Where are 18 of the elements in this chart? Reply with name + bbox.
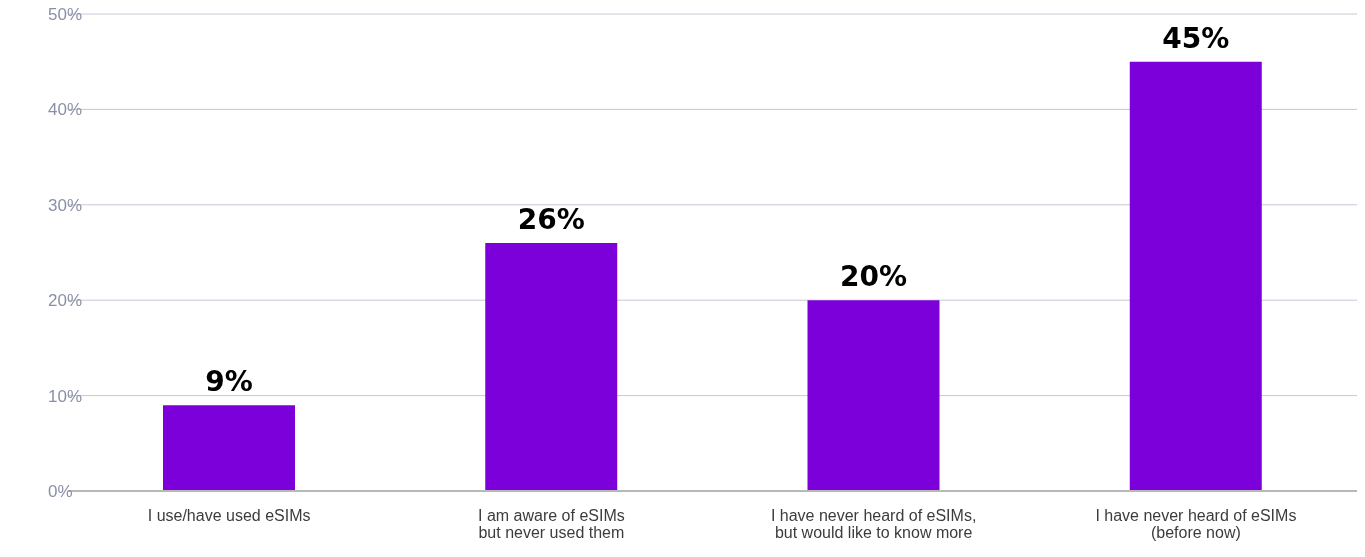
x-tick-label: I have never heard of eSIMs, but would like to know more <box>770 507 977 541</box>
data-label: 45% <box>1162 21 1230 55</box>
x-tick-label: I am aware of eSIMs but never used them <box>478 507 625 541</box>
data-label: 9% <box>205 365 253 399</box>
y-tick-label: 40% <box>48 100 83 120</box>
bar <box>163 405 295 491</box>
bar <box>1129 61 1262 491</box>
y-tick-label: 0% <box>48 482 73 502</box>
y-tick-label: 30% <box>48 195 83 215</box>
data-label: 20% <box>839 260 908 294</box>
bar <box>807 300 940 491</box>
x-tick-label: I use/have used eSIMs <box>147 507 311 524</box>
y-tick-label: 50% <box>48 5 83 25</box>
y-tick-label: 10% <box>48 386 83 406</box>
bar <box>485 242 618 491</box>
x-tick-label: I have never heard of eSIMs (before now) <box>1095 507 1297 541</box>
data-label: 26% <box>517 202 585 236</box>
y-tick-label: 20% <box>48 291 83 311</box>
